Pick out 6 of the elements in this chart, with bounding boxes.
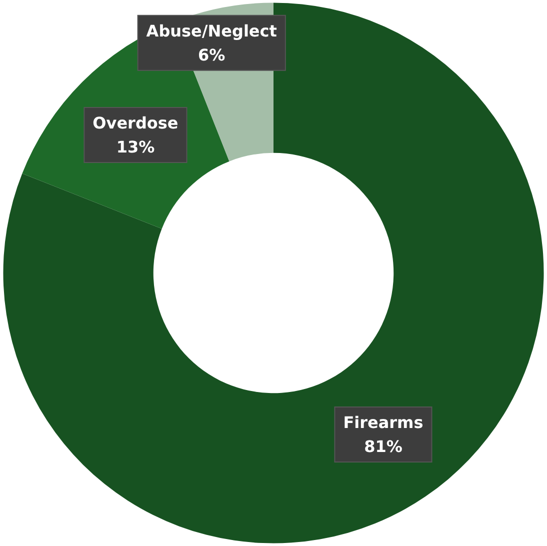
data-label: 13% [116,137,155,156]
slice-label: Abuse/Neglect [146,21,278,40]
data-label: 6% [198,45,226,64]
slice-label: Overdose [92,113,178,132]
data-label: 81% [364,436,402,456]
slice-label: Firearms [343,412,424,432]
